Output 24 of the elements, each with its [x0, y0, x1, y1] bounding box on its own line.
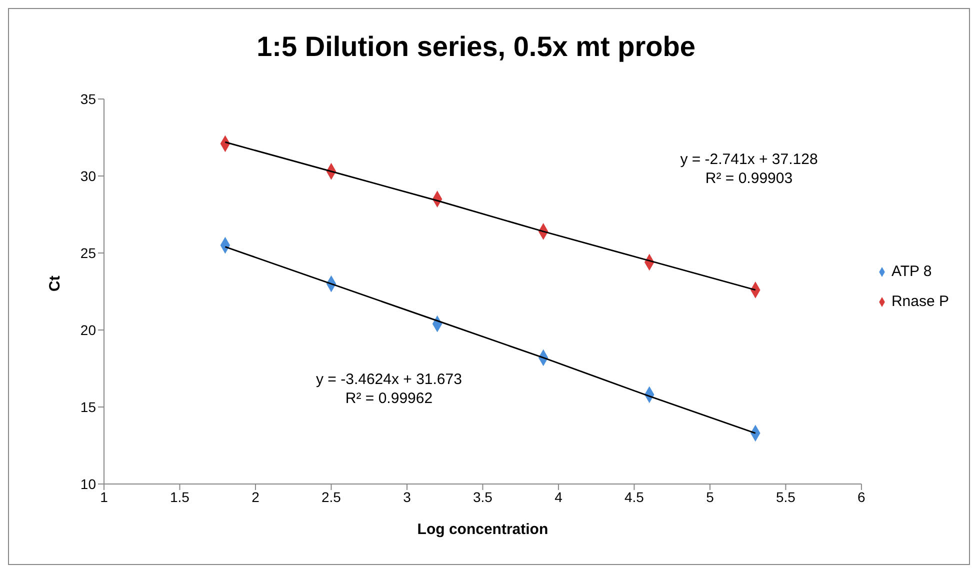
- x-tick-label: 1: [100, 488, 108, 505]
- x-tick-label: 3.5: [472, 488, 493, 505]
- x-axis-title: Log concentration: [417, 521, 548, 538]
- legend-label: Rnase P: [891, 292, 949, 310]
- x-tick-label: 5.5: [776, 488, 796, 505]
- x-tick-label: 4: [554, 488, 563, 505]
- y-tick-label: 35: [80, 90, 96, 107]
- chart-title: 1:5 Dilution series, 0.5x mt probe: [256, 31, 696, 63]
- annotation: y = -2.741x + 37.128 R² = 0.99903: [680, 151, 818, 187]
- y-tick-label: 30: [80, 168, 96, 184]
- x-tick-label: 3: [403, 488, 412, 505]
- annotation: y = -3.4624x + 31.673 R² = 0.99962: [316, 371, 462, 407]
- y-tick-label: 20: [80, 322, 96, 338]
- x-tick-label: 5: [706, 488, 714, 505]
- legend-label: ATP 8: [891, 262, 932, 280]
- y-tick-label: 10: [80, 476, 96, 492]
- y-tick-label: 15: [80, 398, 96, 415]
- y-axis-title: Ct: [46, 276, 64, 292]
- x-tick-label: 4.5: [624, 488, 644, 505]
- x-tick-label: 6: [858, 488, 866, 505]
- y-tick-label: 25: [80, 244, 96, 261]
- x-tick-label: 2: [252, 488, 260, 505]
- x-tick-label: 2.5: [322, 488, 342, 505]
- x-tick-label: 1.5: [170, 488, 190, 505]
